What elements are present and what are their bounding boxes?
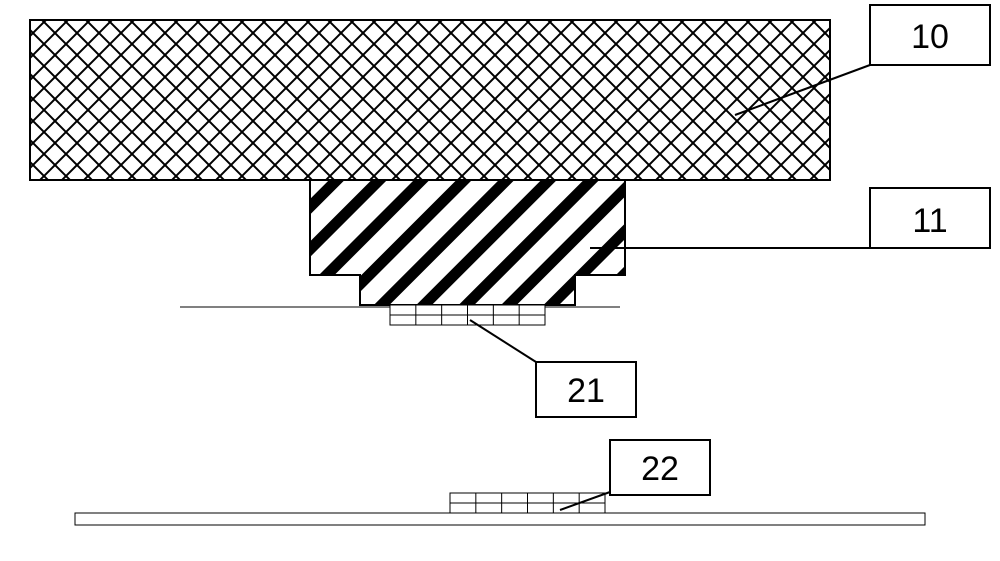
callout-11: 11 <box>590 188 990 248</box>
block-11 <box>310 180 625 305</box>
callout-label-11: 11 <box>912 202 947 240</box>
grid-21 <box>390 305 545 325</box>
callout-label-21: 21 <box>567 372 605 410</box>
callout-label-10: 10 <box>911 18 949 56</box>
callout-21: 21 <box>470 320 636 417</box>
callout-label-22: 22 <box>641 450 679 488</box>
block-10 <box>30 20 830 180</box>
plate-22 <box>75 513 925 525</box>
